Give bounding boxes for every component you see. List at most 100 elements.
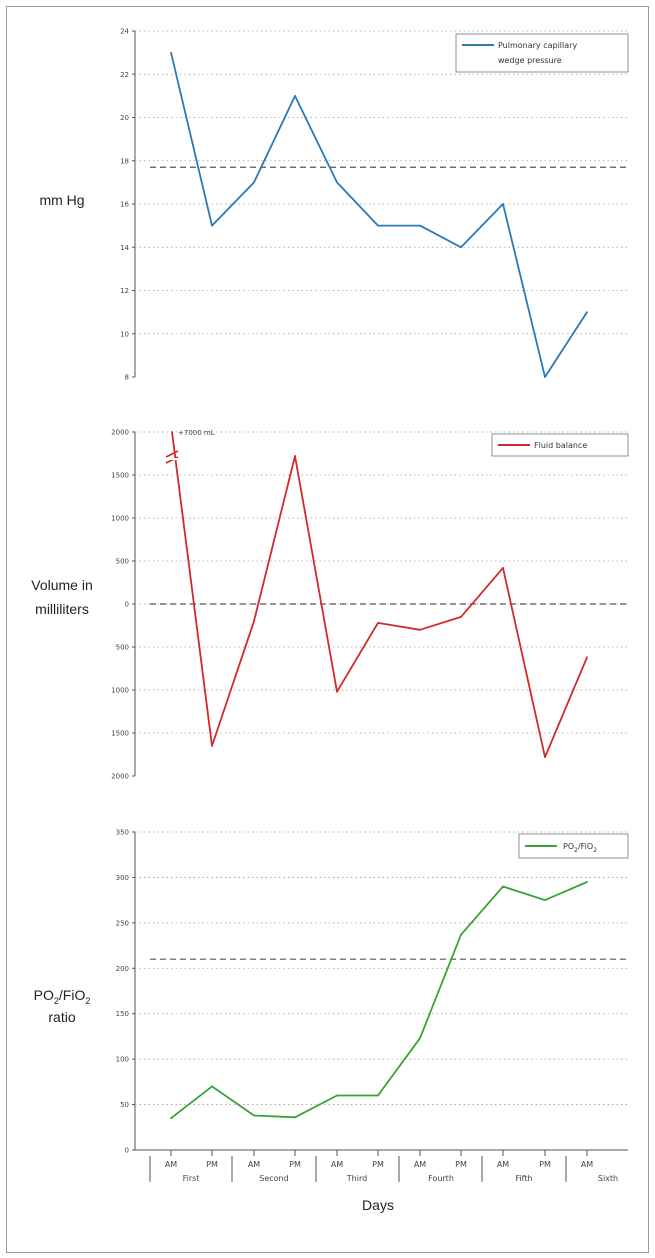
axis-break-gap	[166, 458, 178, 460]
y-tick-label: 12	[120, 287, 129, 295]
y-tick-label: 0	[125, 601, 129, 609]
data-point	[377, 224, 379, 227]
y-tick-label: 14	[120, 244, 129, 252]
y-tick-label: 150	[116, 1010, 129, 1018]
y-tick-label: 250	[116, 919, 129, 927]
data-point	[502, 885, 504, 888]
subscript: 2	[593, 847, 597, 854]
day-label: First	[183, 1174, 200, 1183]
chart-panel-1: 8 10 12 14 16 18 20 22 24 mm Hg Pulmonary capillar…	[39, 28, 629, 382]
y-tick-label: 1000	[111, 515, 129, 523]
data-point	[170, 51, 172, 54]
data-point	[419, 1037, 421, 1040]
subscript: 2	[85, 996, 90, 1006]
y-label-line: ratio	[48, 1009, 75, 1025]
y-axis-label: PO2/FiO2 ratio	[34, 987, 91, 1025]
y-tick-label: 2000	[111, 429, 129, 437]
data-point	[336, 690, 338, 693]
axis-break-mark	[165, 450, 179, 458]
y-tick-label: 1500	[111, 730, 129, 738]
data-series-line	[171, 431, 588, 758]
subscript: 2	[574, 847, 578, 854]
data-point	[460, 246, 462, 249]
day-label: Fifth	[515, 1174, 532, 1183]
x-tick-label: AM	[581, 1160, 593, 1169]
legend-label: Fluid balance	[534, 441, 587, 450]
data-point	[419, 628, 421, 631]
legend-box	[455, 33, 629, 73]
y-tick-label: 18	[120, 157, 129, 165]
data-point	[460, 616, 462, 618]
y-tick-label: 100	[116, 1056, 129, 1064]
data-point	[211, 1085, 213, 1088]
data-point	[460, 933, 462, 936]
x-tick-label: AM	[248, 1160, 260, 1169]
y-axis-label: Volume in milliliters	[31, 577, 92, 617]
x-tick-label: AM	[331, 1160, 343, 1169]
data-point	[502, 203, 504, 205]
y-tick-label: 16	[120, 201, 129, 209]
legend-part: PO	[563, 842, 574, 851]
x-tick-label: PM	[289, 1160, 301, 1169]
data-point	[544, 756, 546, 758]
y-tick-label: 2000	[111, 773, 129, 781]
y-tick-label: 22	[120, 71, 129, 79]
day-label: Sixth	[598, 1174, 618, 1183]
off-scale-annotation: +7000 mL	[178, 429, 215, 437]
y-tick-label: 500	[116, 558, 129, 566]
data-series-line	[170, 52, 588, 378]
legend-box	[491, 433, 629, 457]
legend-part: /FiO	[578, 842, 593, 851]
y-tick-label: 200	[116, 965, 129, 973]
y-tick-label: 1500	[111, 472, 129, 480]
x-tick-label: PM	[372, 1160, 384, 1169]
y-tick-label: 50	[120, 1101, 129, 1109]
data-point	[586, 311, 588, 314]
data-point	[336, 181, 338, 184]
data-point	[253, 620, 255, 623]
data-point	[502, 566, 504, 569]
data-point	[544, 899, 546, 902]
y-tick-label: 10	[120, 330, 129, 338]
day-label: Fourth	[428, 1174, 454, 1183]
data-point	[171, 431, 173, 433]
x-tick-label: AM	[497, 1160, 509, 1169]
x-tick-label: PM	[206, 1160, 218, 1169]
y-tick-label: 24	[120, 28, 129, 36]
data-point	[294, 1116, 296, 1119]
y-tick-label: 300	[116, 874, 129, 882]
y-tick-label: 0	[125, 1147, 129, 1155]
x-axis: AM PM AM PM AM PM AM PM AM PM AM First Second Third Fo…	[135, 1149, 628, 1213]
x-tick-label: PM	[455, 1160, 467, 1169]
chart-panel-2: 2000 1500 1000 500 0 500 1000 1500 2000 Volume in…	[31, 429, 629, 781]
x-tick-label: AM	[165, 1160, 177, 1169]
x-axis-title: Days	[362, 1197, 394, 1213]
y-label-line: PO	[34, 987, 54, 1003]
day-label: Third	[346, 1174, 367, 1183]
data-point	[211, 224, 213, 227]
y-tick-label: 20	[120, 114, 129, 122]
x-tick-label: PM	[539, 1160, 551, 1169]
y-label-line: milliliters	[35, 601, 89, 617]
data-point	[544, 376, 546, 378]
data-point	[336, 1094, 338, 1097]
y-axis-label: mm Hg	[39, 192, 84, 208]
data-point	[377, 622, 379, 624]
data-point	[253, 181, 255, 184]
data-point	[294, 94, 296, 97]
day-label: Second	[259, 1174, 288, 1183]
y-tick-label: 8	[125, 374, 129, 382]
data-point	[253, 1114, 255, 1117]
subscript: 2	[54, 996, 59, 1006]
y-tick-label: 350	[116, 829, 129, 837]
y-label-part: /FiO	[59, 987, 86, 1003]
data-series-line	[170, 881, 588, 1119]
y-tick-label: 500	[116, 644, 129, 652]
y-label-line: Volume in	[31, 577, 92, 593]
data-point	[586, 881, 588, 883]
data-point	[170, 1117, 172, 1120]
data-point	[377, 1094, 379, 1097]
figure-frame	[6, 6, 649, 1253]
